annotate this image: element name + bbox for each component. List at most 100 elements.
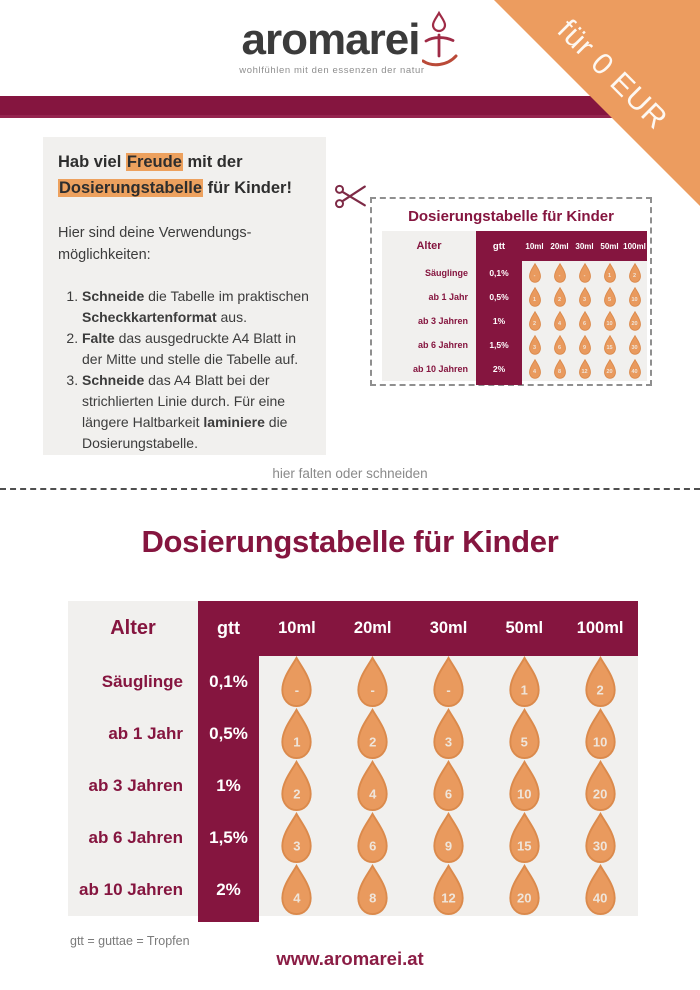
drop-count-value: 3: [582, 297, 587, 304]
droplet-icon: 4: [275, 864, 318, 916]
drop-count-value: 1: [607, 273, 612, 280]
dose-cell: -: [259, 656, 335, 708]
drop-count-value: 10: [631, 297, 638, 304]
drop-count-value: 10: [606, 321, 613, 328]
droplet-icon: 4: [552, 311, 568, 331]
header-divider-bar: [0, 96, 700, 118]
droplet-icon: 6: [427, 760, 470, 812]
cutout-preview-card: Dosierungstabelle für Kinder Alter Säugli…: [370, 197, 652, 386]
droplet-icon: 1: [503, 656, 546, 708]
droplet-icon: 2: [275, 760, 318, 812]
droplet-icon: 5: [503, 708, 546, 760]
droplet-icon: 2: [527, 311, 543, 331]
dose-cell: 3: [522, 333, 547, 357]
row-label-age: Säuglinge: [424, 268, 468, 278]
ml-column: 20ml - 2 4 6 8: [334, 601, 411, 916]
drop-count-value: 6: [369, 838, 377, 854]
droplet-icon: 9: [427, 812, 470, 864]
row-percentage: 1%: [216, 776, 241, 795]
row-label-age: ab 1 Jahr: [428, 292, 468, 302]
dose-cell: 6: [410, 760, 487, 812]
row-label-age: ab 3 Jahren: [88, 776, 184, 795]
row-label-age: ab 3 Jahren: [417, 316, 468, 326]
brand-logo-figure-icon: [422, 10, 458, 67]
dose-cell: 2: [622, 261, 647, 285]
drop-count-value: -: [533, 273, 536, 280]
droplet-icon: 10: [602, 311, 618, 331]
dose-cell: 10: [622, 285, 647, 309]
droplet-icon: 10: [627, 287, 643, 307]
dose-cell: 15: [597, 333, 622, 357]
dose-cell: 10: [562, 708, 638, 760]
droplet-icon: 30: [627, 335, 643, 355]
dose-cell: -: [522, 261, 547, 285]
gtt-column: gtt 0,1% 0,5% 1% 1,5% 2%: [198, 601, 259, 922]
droplet-icon: -: [552, 263, 568, 283]
intro-title-text: Hab viel: [58, 153, 126, 171]
instruction-list: Schneide die Tabelle im praktischen Sche…: [58, 286, 314, 454]
col-header-gtt: gtt: [217, 618, 240, 638]
dose-cell: 9: [572, 333, 597, 357]
row-percentage: 1,5%: [489, 340, 509, 350]
dose-cell: 20: [486, 864, 563, 916]
drop-count-value: 30: [592, 838, 608, 854]
dose-cell: 5: [597, 285, 622, 309]
droplet-icon: 12: [427, 864, 470, 916]
dose-cell: 4: [547, 309, 572, 333]
instruction-step: Schneide das A4 Blatt bei der strichlier…: [82, 370, 314, 454]
row-percentage: 2%: [492, 364, 506, 374]
dose-cell: 1: [597, 261, 622, 285]
drop-count-value: 20: [631, 321, 638, 328]
dose-cell: 8: [334, 864, 411, 916]
droplet-icon: 20: [602, 359, 618, 379]
droplet-icon: 6: [577, 311, 593, 331]
scissors-icon: [334, 184, 366, 209]
drop-count-value: 12: [581, 369, 588, 376]
droplet-icon: 1: [275, 708, 318, 760]
instruction-step: Schneide die Tabelle im praktischen Sche…: [82, 286, 314, 328]
col-header-ml: 50ml: [486, 601, 563, 656]
droplet-icon: 2: [579, 656, 622, 708]
website-link[interactable]: www.aromarei.at: [276, 948, 424, 969]
dose-cell: -: [334, 656, 411, 708]
ml-column: 100ml 2 10 20 30 40: [622, 231, 647, 381]
droplet-icon: 9: [577, 335, 593, 355]
fold-instruction-label: hier falten oder schneiden: [272, 466, 428, 481]
droplet-icon: 8: [351, 864, 394, 916]
droplet-icon: 20: [503, 864, 546, 916]
brand-logo-text: aromarei: [241, 15, 421, 64]
intro-title-highlight: Dosierungstabelle: [58, 179, 204, 198]
dose-cell: 9: [410, 812, 487, 864]
droplet-icon: 3: [275, 812, 318, 864]
drop-count-value: 3: [293, 838, 301, 854]
droplet-icon: 20: [579, 760, 622, 812]
intro-title-text: für Kinder!: [203, 179, 292, 198]
ml-column: 100ml 2 10 20 30 40: [562, 601, 638, 916]
dose-cell: 4: [334, 760, 411, 812]
dose-cell: 2: [547, 285, 572, 309]
drop-count-value: 40: [592, 890, 608, 906]
dose-cell: 30: [562, 812, 638, 864]
drop-count-value: 1: [293, 734, 301, 750]
col-header-ml: 20ml: [547, 231, 572, 261]
droplet-icon: 3: [577, 287, 593, 307]
drop-count-value: 15: [606, 345, 613, 352]
dose-cell: 5: [486, 708, 563, 760]
droplet-icon: 12: [577, 359, 593, 379]
droplet-icon: 5: [602, 287, 618, 307]
droplet-icon: 10: [579, 708, 622, 760]
dose-cell: 1: [486, 656, 563, 708]
droplet-icon: 2: [627, 263, 643, 283]
dose-cell: 3: [572, 285, 597, 309]
age-column: Alter Säuglinge ab 1 Jahr ab 3 Jahren ab 6 J…: [382, 231, 476, 381]
drop-count-value: 8: [557, 369, 562, 376]
drop-count-value: 4: [293, 890, 301, 906]
row-label-age: ab 1 Jahr: [108, 724, 183, 743]
drop-count-value: -: [558, 273, 561, 280]
page-title: Dosierungstabelle für Kinder: [141, 524, 559, 559]
droplet-icon: 4: [527, 359, 543, 379]
droplet-icon: 6: [552, 335, 568, 355]
col-header-ml: 50ml: [597, 231, 622, 261]
droplet-icon: 2: [351, 708, 394, 760]
fold-cut-line: [0, 488, 700, 490]
